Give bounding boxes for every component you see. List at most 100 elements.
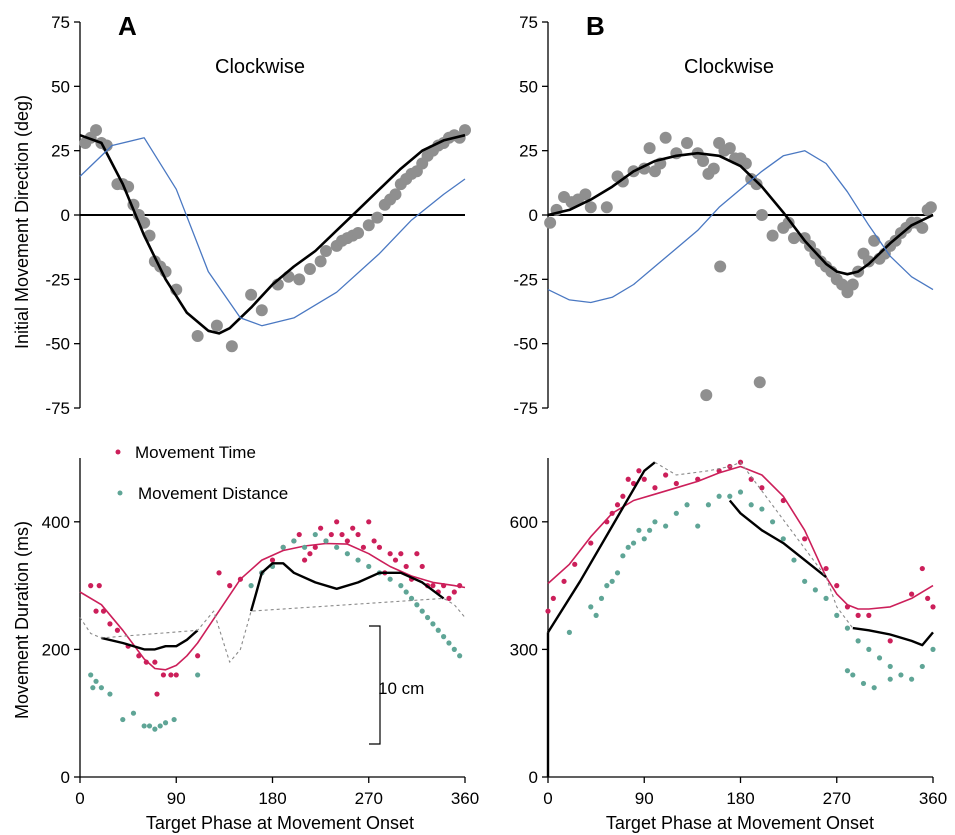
data-point — [780, 536, 786, 542]
y-tick-label: 600 — [510, 513, 538, 532]
data-point — [782, 216, 795, 229]
data-point — [787, 232, 800, 245]
data-point — [802, 536, 808, 542]
panel-b-title: Clockwise — [684, 56, 774, 78]
data-point — [350, 525, 356, 531]
data-point — [173, 672, 179, 678]
data-point — [930, 604, 936, 610]
panel-b-bottom-plot: 600 300 00 90 180 270 360 — [510, 458, 947, 808]
y-tick-label: -75 — [513, 399, 538, 418]
data-point — [604, 583, 610, 589]
panel-a-bottom-ylabel: Movement Duration (ms) — [12, 521, 32, 719]
data-point — [643, 142, 656, 155]
data-point — [352, 227, 365, 240]
legend-movement-distance: Movement Distance — [138, 484, 288, 503]
legend-movement-time: Movement Time — [135, 443, 256, 462]
data-point — [860, 680, 867, 687]
data-point — [550, 595, 556, 601]
data-point — [168, 672, 174, 678]
series-line — [79, 137, 466, 327]
data-point — [714, 260, 727, 273]
data-point — [98, 685, 104, 691]
data-point — [636, 468, 642, 474]
data-point — [593, 612, 599, 618]
data-point — [625, 476, 631, 482]
data-point — [791, 557, 797, 563]
data-point — [296, 531, 302, 538]
panel-b-plot: 75 50 25 0 -25 -50 -75 — [513, 13, 937, 418]
data-point — [887, 676, 893, 682]
data-point — [898, 672, 904, 678]
panel-a-xlabel: Target Phase at Movement Onset — [146, 813, 414, 833]
y-tick-label: -75 — [45, 399, 70, 418]
data-point — [663, 472, 669, 478]
data-point — [753, 376, 766, 389]
data-point — [280, 544, 286, 550]
data-point — [609, 578, 615, 584]
data-point — [441, 634, 447, 640]
data-point — [90, 685, 96, 691]
data-point — [248, 583, 254, 589]
data-point — [681, 136, 694, 149]
data-point — [812, 587, 818, 593]
series-line — [546, 461, 656, 634]
data-point — [846, 278, 859, 291]
data-point — [866, 646, 872, 653]
data-point — [419, 563, 425, 570]
data-point — [862, 255, 875, 268]
data-point — [403, 563, 409, 570]
data-point — [748, 502, 754, 508]
data-point — [598, 595, 605, 601]
data-point — [755, 209, 768, 221]
data-point — [652, 519, 658, 525]
data-point — [435, 627, 441, 633]
data-point — [319, 245, 332, 258]
scale-bar-label: 10 cm — [378, 679, 424, 698]
y-tick-label: 0 — [61, 206, 70, 225]
y-tick-label: 25 — [51, 142, 70, 161]
x-tick-label: 180 — [726, 789, 754, 808]
data-point — [684, 502, 690, 508]
data-point — [366, 563, 372, 570]
data-point — [855, 612, 861, 618]
y-tick-label: 0 — [529, 206, 538, 225]
data-point — [614, 502, 621, 508]
data-point — [255, 304, 268, 317]
x-tick-label: 270 — [355, 789, 383, 808]
data-point — [107, 621, 113, 627]
y-tick-label: 75 — [519, 13, 538, 32]
panel-b-xlabel: Target Phase at Movement Onset — [606, 813, 874, 833]
data-point — [371, 538, 377, 544]
data-point — [107, 691, 113, 697]
data-point — [195, 672, 201, 678]
data-point — [152, 726, 158, 732]
data-point — [398, 583, 404, 589]
data-point — [561, 578, 567, 584]
data-point — [387, 576, 393, 582]
data-point — [584, 201, 597, 214]
series-line — [101, 629, 199, 651]
data-point — [162, 720, 169, 726]
data-point — [588, 540, 594, 546]
data-point — [303, 263, 316, 276]
data-point — [876, 655, 883, 661]
data-point — [430, 621, 436, 627]
data-point — [620, 553, 626, 559]
data-point — [216, 570, 222, 576]
data-point — [823, 595, 829, 601]
data-point — [887, 638, 893, 644]
data-point — [414, 551, 420, 557]
panel-a-title: Clockwise — [215, 56, 305, 78]
x-tick-label: 360 — [451, 789, 479, 808]
data-point — [844, 668, 851, 674]
data-point — [195, 653, 201, 659]
x-tick-label: 270 — [823, 789, 851, 808]
x-tick-label: 360 — [919, 789, 947, 808]
panel-a-bottom-plot: 400 200 00 90 180 270 360 — [42, 458, 479, 808]
series-line — [79, 133, 466, 335]
data-point — [171, 716, 177, 723]
series-line — [728, 499, 827, 579]
data-point — [641, 476, 647, 482]
panel-a-plot: 75 50 25 0 -25 -50 -75 — [45, 13, 471, 418]
legend-movement-time-marker — [115, 449, 121, 455]
